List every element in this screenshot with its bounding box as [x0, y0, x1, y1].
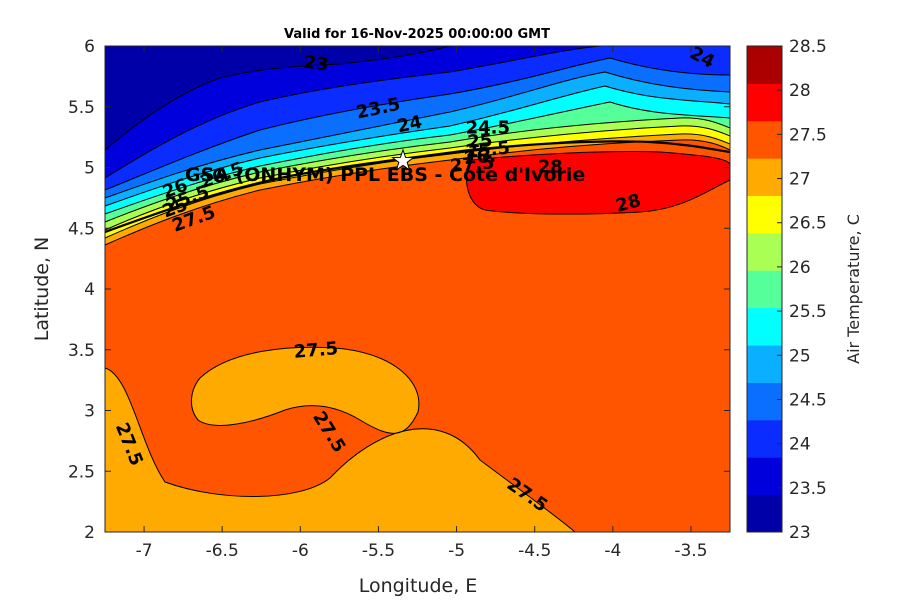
x-axis: -7 -6.5 -6 -5.5 -5 -4.5 -4 -3.5 — [136, 46, 708, 561]
contour-label: 25.5 — [465, 138, 511, 163]
colorbar-tick-label: 25.5 — [789, 302, 827, 322]
colorbar-band — [747, 46, 782, 84]
chart-title: Valid for 16-Nov-2025 00:00:00 GMT — [284, 27, 550, 42]
colorbar-tick-label: 26 — [789, 258, 811, 278]
colorbar-tick-label: 23.5 — [789, 479, 827, 499]
contour-label: 27.5 — [449, 152, 495, 177]
colorbar-band — [747, 195, 782, 234]
colorbar-band — [747, 345, 782, 383]
x-tick-label: -4 — [604, 541, 621, 561]
colorbar-band — [747, 83, 782, 122]
contour-label: 27.5 — [293, 338, 339, 363]
x-tick-label: -5 — [448, 541, 465, 561]
colorbar-tick-label: 27 — [789, 170, 811, 190]
colorbar-band — [747, 232, 782, 271]
contour-label: 28 — [538, 157, 563, 178]
y-tick-label: 5.5 — [68, 98, 95, 118]
colorbar-band — [747, 158, 782, 197]
x-tick-label: -7 — [136, 541, 153, 561]
colorbar-tick-label: 24 — [789, 435, 811, 455]
x-tick-label: -6.5 — [206, 541, 239, 561]
colorbar-tick-label: 27.5 — [789, 125, 827, 145]
contour-label: 25 — [467, 130, 494, 153]
y-tick-label: 4 — [84, 280, 95, 300]
colorbar-band — [747, 270, 782, 309]
band-27.5-28-east — [466, 151, 730, 215]
colorbar-tick-label: 28.5 — [789, 37, 827, 57]
colorbar-tick-label: 23 — [789, 523, 811, 543]
y-tick-label: 2 — [84, 523, 95, 543]
y-axis-label: Latitude, N — [31, 237, 53, 342]
colorbar-band — [747, 120, 782, 159]
y-tick-label: 4.5 — [68, 219, 95, 239]
x-tick-label: -4.5 — [518, 541, 551, 561]
site-label: GSA (ONHYM) PPL EBS - Cote d'Ivorie — [185, 164, 585, 186]
colorbar: 23 23.5 24 24.5 25 25.5 26 26.5 27 27.5 28 28.5 — [746, 37, 827, 543]
colorbar-band — [747, 494, 782, 533]
x-axis-label: Longitude, E — [359, 575, 478, 597]
y-axis: 2 2.5 3 3.5 4 4.5 5 5.5 6 — [68, 37, 730, 543]
colorbar-band — [747, 457, 782, 496]
band-27-27.5-south — [105, 347, 575, 532]
coastline — [104, 140, 731, 234]
contour-label: 23 — [302, 52, 330, 76]
colorbar-label: Air Temperature, C — [844, 214, 863, 364]
y-tick-label: 6 — [84, 37, 95, 57]
colorbar-frame — [746, 45, 783, 533]
colorbar-band — [747, 382, 782, 421]
y-tick-label: 5 — [84, 159, 95, 179]
colorbar-tick-label: 28 — [789, 81, 811, 101]
contour-label: 24.5 — [466, 118, 510, 139]
colorbar-tick-label: 26.5 — [789, 214, 827, 234]
colorbar-tick-label: 25 — [789, 346, 811, 366]
x-tick-label: -5.5 — [362, 541, 395, 561]
x-tick-label: -3.5 — [674, 541, 707, 561]
contour-label: 26. — [463, 145, 497, 169]
contour-label: 24 — [395, 112, 424, 138]
colorbar-band — [747, 307, 782, 346]
site-marker-star — [391, 148, 415, 172]
colorbar-tick-label: 24.5 — [789, 390, 827, 410]
y-tick-label: 2.5 — [68, 462, 95, 482]
colorbar-band — [747, 419, 782, 458]
y-tick-label: 3 — [84, 402, 95, 422]
y-tick-label: 3.5 — [68, 341, 95, 361]
x-tick-label: -6 — [292, 541, 309, 561]
